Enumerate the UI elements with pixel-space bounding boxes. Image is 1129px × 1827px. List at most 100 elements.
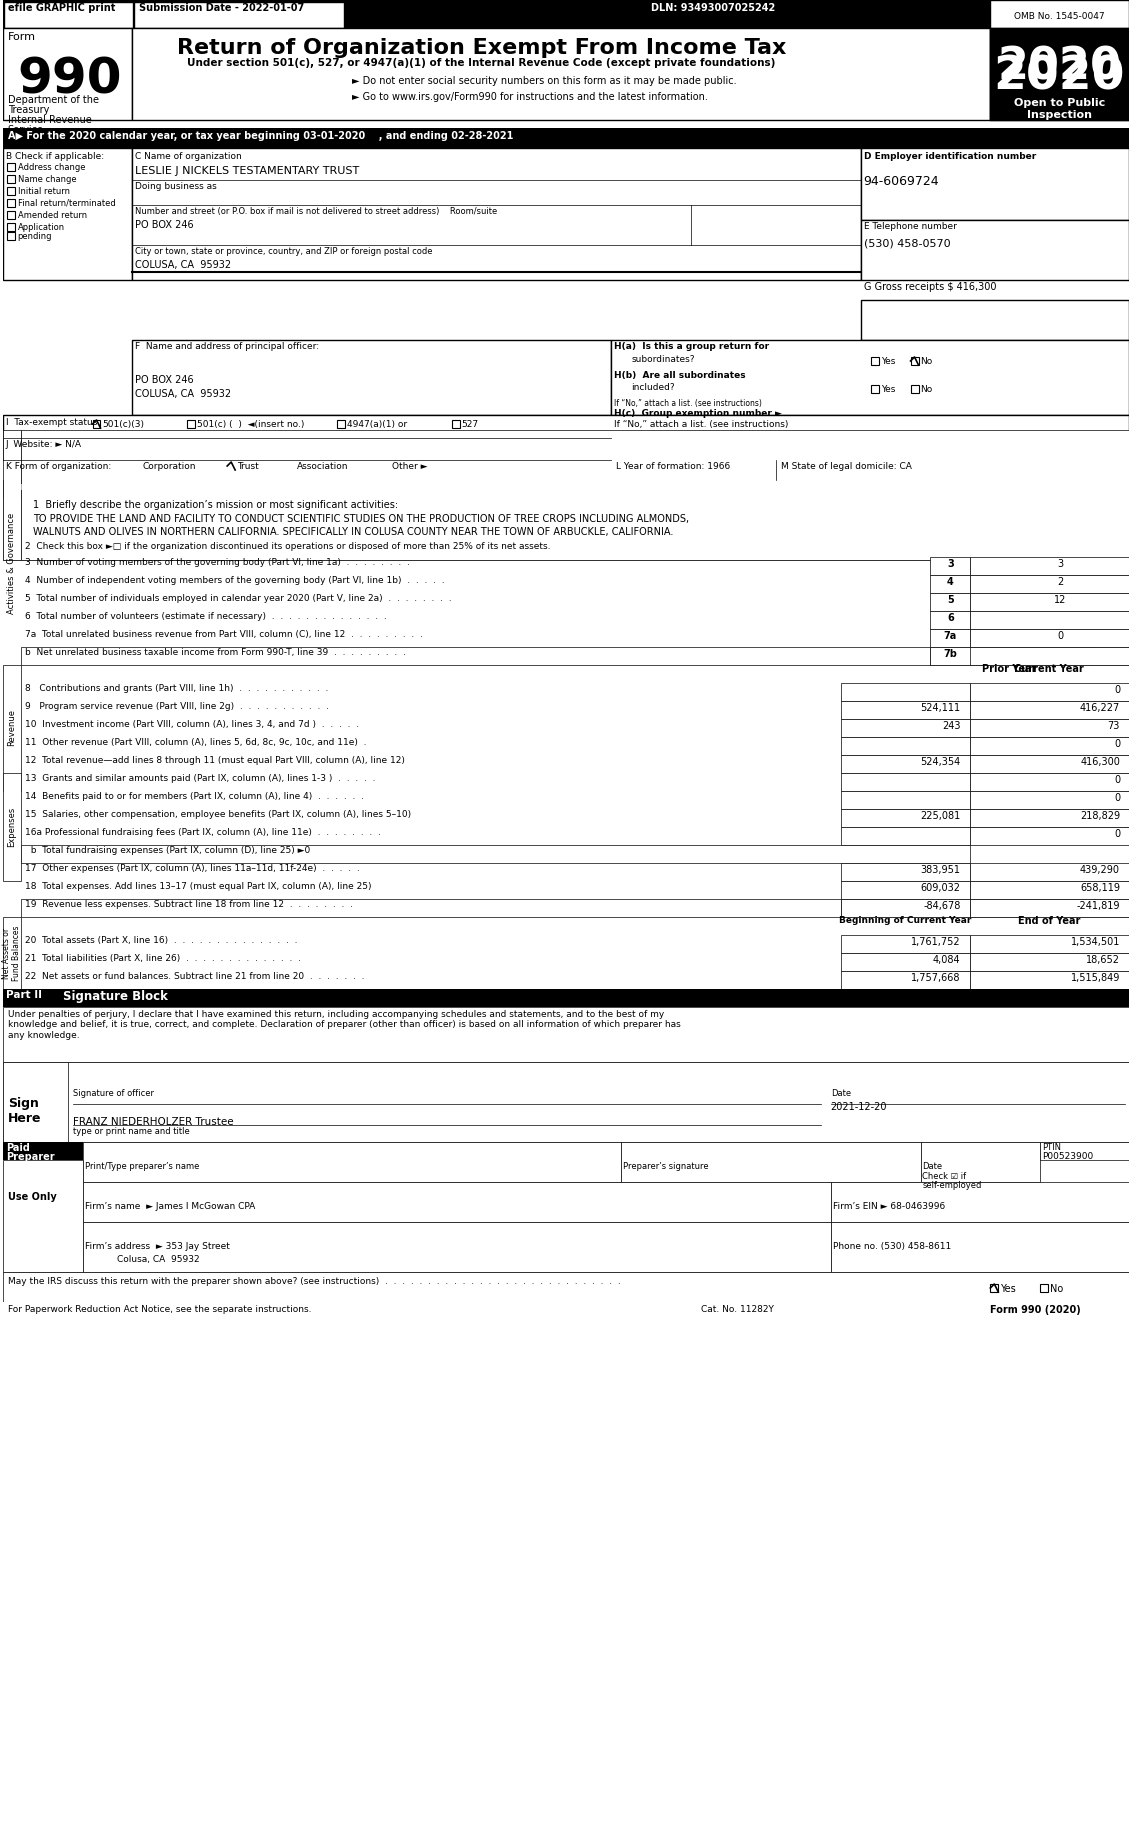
Text: 4,084: 4,084 bbox=[933, 956, 961, 965]
Text: Name change: Name change bbox=[18, 175, 77, 185]
Text: Final return/terminated: Final return/terminated bbox=[18, 199, 115, 208]
Bar bbox=[1040, 1142, 1129, 1160]
Text: No: No bbox=[920, 385, 933, 395]
Bar bbox=[20, 429, 1129, 561]
Text: 1,761,752: 1,761,752 bbox=[911, 937, 961, 946]
Text: Yes: Yes bbox=[1000, 1284, 1016, 1294]
Bar bbox=[841, 773, 971, 791]
Bar bbox=[841, 720, 971, 736]
Bar bbox=[930, 610, 971, 628]
Text: COLUSA, CA  95932: COLUSA, CA 95932 bbox=[135, 389, 231, 398]
Text: Treasury: Treasury bbox=[8, 104, 49, 115]
Text: 2020: 2020 bbox=[997, 46, 1121, 90]
Bar bbox=[2, 1160, 82, 1272]
Text: subordinates?: subordinates? bbox=[631, 354, 694, 364]
Text: 243: 243 bbox=[942, 722, 961, 731]
Text: P00523900: P00523900 bbox=[1042, 1153, 1094, 1160]
Text: OMB No. 1545-0047: OMB No. 1545-0047 bbox=[1014, 37, 1104, 46]
Bar bbox=[990, 1284, 998, 1292]
Bar bbox=[187, 420, 195, 428]
Text: City or town, state or province, country, and ZIP or foreign postal code: City or town, state or province, country… bbox=[135, 247, 432, 256]
Text: Address change: Address change bbox=[18, 163, 85, 172]
Text: -84,678: -84,678 bbox=[924, 901, 961, 912]
Text: Form: Form bbox=[8, 33, 36, 42]
Text: Internal Revenue: Internal Revenue bbox=[8, 115, 91, 124]
Text: 12  Total revenue—add lines 8 through 11 (must equal Part VIII, column (A), line: 12 Total revenue—add lines 8 through 11 … bbox=[25, 756, 404, 766]
Bar bbox=[841, 791, 971, 809]
Bar bbox=[2, 148, 132, 280]
Bar bbox=[971, 628, 1129, 647]
Bar bbox=[2, 665, 20, 791]
Text: Service: Service bbox=[8, 124, 44, 135]
Text: (530) 458-0570: (530) 458-0570 bbox=[864, 238, 951, 248]
Bar bbox=[971, 557, 1129, 576]
Bar bbox=[971, 576, 1129, 594]
Text: 15  Salaries, other compensation, employee benefits (Part IX, column (A), lines : 15 Salaries, other compensation, employe… bbox=[25, 809, 411, 818]
Text: Revenue: Revenue bbox=[7, 709, 16, 747]
Text: Inspection: Inspection bbox=[1026, 110, 1092, 121]
Text: Firm’s name  ► James I McGowan CPA: Firm’s name ► James I McGowan CPA bbox=[85, 1202, 255, 1211]
Text: 1,515,849: 1,515,849 bbox=[1070, 974, 1120, 983]
Bar bbox=[971, 773, 1129, 791]
Bar bbox=[7, 199, 15, 206]
Text: 22  Net assets or fund balances. Subtract line 21 from line 20  .  .  .  .  .  .: 22 Net assets or fund balances. Subtract… bbox=[25, 972, 365, 981]
Bar bbox=[382, 462, 390, 470]
Bar bbox=[971, 828, 1129, 846]
Text: PO BOX 246: PO BOX 246 bbox=[135, 375, 194, 385]
Bar bbox=[910, 356, 919, 365]
Text: LESLIE J NICKELS TESTAMENTARY TRUST: LESLIE J NICKELS TESTAMENTARY TRUST bbox=[135, 166, 360, 175]
Bar bbox=[990, 27, 1129, 121]
Bar bbox=[336, 420, 344, 428]
Text: 225,081: 225,081 bbox=[920, 811, 961, 820]
Bar bbox=[841, 881, 971, 899]
Text: 990: 990 bbox=[18, 55, 122, 102]
Bar bbox=[831, 1222, 1129, 1272]
Bar bbox=[971, 862, 1129, 881]
Bar bbox=[930, 628, 971, 647]
Bar bbox=[990, 79, 1129, 121]
Text: For Paperwork Reduction Act Notice, see the separate instructions.: For Paperwork Reduction Act Notice, see … bbox=[8, 1304, 312, 1314]
Bar bbox=[2, 1272, 1129, 1303]
Bar bbox=[990, 79, 1129, 121]
Text: 501(c) (  )  ◄(insert no.): 501(c) ( ) ◄(insert no.) bbox=[198, 420, 305, 429]
Bar bbox=[2, 429, 20, 561]
Bar bbox=[971, 881, 1129, 899]
Text: Firm’s EIN ► 68-0463996: Firm’s EIN ► 68-0463996 bbox=[833, 1202, 945, 1211]
Text: No: No bbox=[1050, 1284, 1064, 1294]
Text: End of Year: End of Year bbox=[1018, 915, 1080, 926]
Text: Submission Date - 2022-01-07: Submission Date - 2022-01-07 bbox=[139, 4, 305, 13]
Text: 501(c)(3): 501(c)(3) bbox=[103, 420, 145, 429]
Bar bbox=[841, 828, 971, 846]
Text: 19  Revenue less expenses. Subtract line 18 from line 12  .  .  .  .  .  .  .  .: 19 Revenue less expenses. Subtract line … bbox=[25, 901, 352, 910]
Text: ► Go to www.irs.gov/Form990 for instructions and the latest information.: ► Go to www.irs.gov/Form990 for instruct… bbox=[352, 91, 708, 102]
Text: 0: 0 bbox=[1114, 793, 1120, 804]
Bar bbox=[860, 219, 1129, 280]
Text: Association: Association bbox=[297, 462, 349, 471]
Text: 0: 0 bbox=[1057, 630, 1064, 641]
Text: Net Assets or
Fund Balances: Net Assets or Fund Balances bbox=[2, 924, 21, 981]
Bar bbox=[971, 736, 1129, 755]
Text: 658,119: 658,119 bbox=[1080, 882, 1120, 893]
Bar bbox=[841, 862, 971, 881]
Bar bbox=[2, 499, 1129, 561]
Bar bbox=[841, 755, 971, 773]
Text: Expenses: Expenses bbox=[7, 808, 16, 848]
Bar bbox=[2, 1061, 68, 1142]
Bar bbox=[990, 79, 1129, 121]
Bar bbox=[20, 899, 841, 917]
Bar bbox=[82, 1222, 831, 1272]
Text: 2020: 2020 bbox=[994, 55, 1124, 100]
Text: Preparer: Preparer bbox=[6, 1153, 54, 1162]
Text: Form 990 (2020): Form 990 (2020) bbox=[990, 1304, 1082, 1315]
Text: 0: 0 bbox=[1114, 685, 1120, 694]
Bar bbox=[132, 462, 140, 470]
Bar bbox=[132, 148, 860, 280]
Text: 3  Number of voting members of the governing body (Part VI, line 1a)  .  .  .  .: 3 Number of voting members of the govern… bbox=[25, 557, 410, 566]
Text: Activities & Governance: Activities & Governance bbox=[7, 512, 16, 614]
Text: Cat. No. 11282Y: Cat. No. 11282Y bbox=[701, 1304, 773, 1314]
Bar bbox=[971, 899, 1129, 917]
Text: 4947(a)(1) or: 4947(a)(1) or bbox=[347, 420, 408, 429]
Text: 1,534,501: 1,534,501 bbox=[1070, 937, 1120, 946]
Bar bbox=[93, 420, 100, 428]
Text: PO BOX 246: PO BOX 246 bbox=[135, 219, 194, 230]
